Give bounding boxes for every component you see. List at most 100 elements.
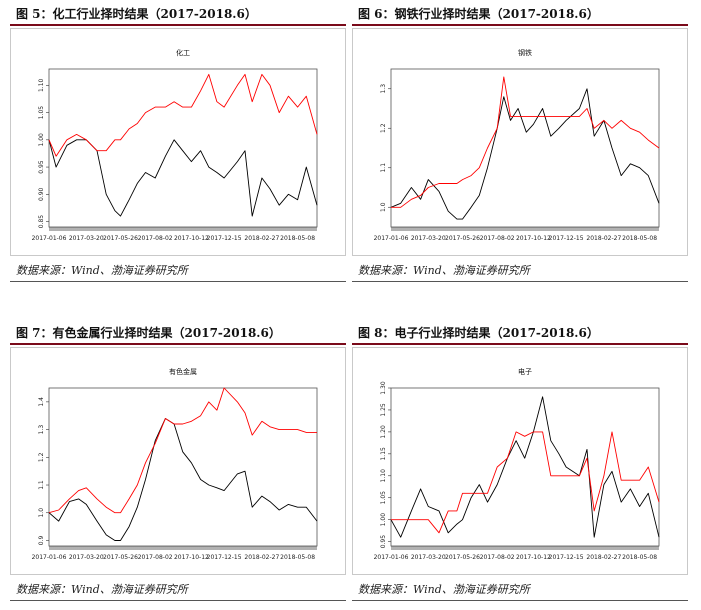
- x-tick-label: 2017-10-12: [516, 235, 551, 242]
- source-note: 数据来源：Wind、渤海证券研究所: [16, 264, 188, 277]
- bottom-rule: [352, 600, 688, 601]
- x-tick-label: 2018-02-27: [586, 235, 621, 242]
- chart-frame: 电子 0.95 1.00 1.05 1.10 1.15 1.20 1.25 1.30 2017-0…: [352, 347, 688, 575]
- figure-panel-2: 图 6：钢铁行业择时结果（2017-2018.6） 钢铁 1.0 1.1 1.2 1.3…: [352, 5, 688, 291]
- series-line-black: [390, 396, 660, 538]
- series-line-red: [48, 387, 317, 514]
- bottom-rule: [352, 281, 688, 282]
- figure-panel-1: 图 5：化工行业择时结果（2017-2018.6） 化工 0.85 0.90 0.95…: [10, 5, 346, 291]
- title-rule: [10, 24, 346, 26]
- y-tick-label: 1.05: [380, 491, 387, 505]
- x-tick-label: 2017-01-06: [374, 554, 409, 561]
- x-tick-label: 2017-01-06: [32, 554, 67, 561]
- chart-frame: 有色金属 0.9 1.0 1.1 1.2 1.3 1.4 2017-01-06 2017-03-…: [10, 347, 346, 575]
- y-tick-label: 1.10: [38, 78, 45, 92]
- chart-title: 有色金属: [169, 367, 197, 376]
- chart-title: 化工: [176, 48, 190, 57]
- y-tick-label: 1.4: [38, 397, 45, 407]
- x-tick-label: 2018-05-08: [622, 235, 657, 242]
- chart-frame: 钢铁 1.0 1.1 1.2 1.3 2017-01-06 2017-03-20 2017-0…: [352, 28, 688, 256]
- y-tick-label: 0.95: [38, 160, 45, 174]
- y-tick-label: 0.85: [38, 215, 45, 229]
- bottom-rule: [10, 600, 346, 601]
- y-tick-label: 1.15: [380, 447, 387, 461]
- y-tick-label: 1.3: [38, 425, 45, 435]
- x-tick-label: 2017-12-15: [549, 235, 584, 242]
- x-minor-ticks: [391, 546, 659, 550]
- title-rule: [352, 24, 688, 26]
- x-tick-label: 2018-02-27: [586, 554, 621, 561]
- source-note: 数据来源：Wind、渤海证券研究所: [358, 583, 530, 596]
- y-tick-label: 0.90: [38, 187, 45, 201]
- plot-box: [48, 68, 318, 228]
- x-tick-label: 2018-05-08: [280, 554, 315, 561]
- series-line-red: [391, 431, 660, 534]
- figure-title: 图 8：电子行业择时结果（2017-2018.6）: [358, 326, 599, 340]
- x-tick-label: 2017-08-02: [138, 554, 173, 561]
- series-line-black: [48, 139, 318, 217]
- y-tick-label: 1.0: [380, 202, 387, 212]
- chart-svg-electronics: 电子 0.95 1.00 1.05 1.10 1.15 1.20 1.25 1.30 2017-0…: [374, 367, 660, 561]
- x-tick-label: 2017-03-20: [411, 235, 446, 242]
- plot-box: [390, 68, 660, 228]
- figure-title: 图 7：有色金属行业择时结果（2017-2018.6）: [16, 326, 281, 340]
- x-tick-label: 2017-05-26: [103, 235, 138, 242]
- x-minor-ticks: [49, 546, 317, 550]
- x-tick-label: 2018-02-27: [244, 554, 279, 561]
- chart-svg-nonferrous: 有色金属 0.9 1.0 1.1 1.2 1.3 1.4 2017-01-06 2017-03-…: [32, 367, 318, 561]
- x-tick-label: 2017-08-02: [480, 554, 515, 561]
- y-tick-label: 1.0: [38, 508, 45, 518]
- source-note: 数据来源：Wind、渤海证券研究所: [358, 264, 530, 277]
- x-tick-label: 2017-12-15: [207, 554, 242, 561]
- y-tick-label: 1.1: [380, 163, 387, 173]
- x-tick-label: 2017-10-12: [174, 554, 209, 561]
- figure-panel-4: 图 8：电子行业择时结果（2017-2018.6） 电子 0.95 1.00 1.05…: [352, 324, 688, 610]
- y-tick-label: 1.20: [380, 425, 387, 439]
- y-tick-label: 1.25: [380, 403, 387, 417]
- x-minor-ticks: [391, 227, 659, 231]
- x-tick-label: 2017-05-26: [103, 554, 138, 561]
- figure-title: 图 6：钢铁行业择时结果（2017-2018.6）: [358, 7, 599, 21]
- chart-title: 电子: [518, 367, 532, 376]
- y-tick-label: 1.1: [38, 480, 45, 490]
- y-tick-label: 1.00: [380, 513, 387, 527]
- y-tick-label: 1.10: [380, 469, 387, 483]
- x-tick-label: 2017-01-06: [374, 235, 409, 242]
- x-tick-label: 2017-10-12: [174, 235, 209, 242]
- title-rule: [10, 343, 346, 345]
- figure-panel-3: 图 7：有色金属行业择时结果（2017-2018.6） 有色金属 0.9 1.0 1.…: [10, 324, 346, 610]
- x-tick-label: 2018-05-08: [622, 554, 657, 561]
- x-minor-ticks: [49, 227, 317, 231]
- series-line-red: [391, 76, 660, 208]
- x-tick-label: 2018-05-08: [280, 235, 315, 242]
- x-tick-label: 2017-05-26: [445, 554, 480, 561]
- source-note: 数据来源：Wind、渤海证券研究所: [16, 583, 188, 596]
- series-line-red: [48, 73, 318, 157]
- bottom-rule: [10, 281, 346, 282]
- figure-title: 图 5：化工行业择时结果（2017-2018.6）: [16, 7, 257, 21]
- plot-box: [48, 387, 318, 547]
- x-tick-label: 2017-05-26: [445, 235, 480, 242]
- series-line-black: [48, 418, 318, 541]
- chart-frame: 化工 0.85 0.90 0.95 1.00 1.05 1.10 2017-01-06 2017…: [10, 28, 346, 256]
- y-tick-label: 0.95: [380, 535, 387, 549]
- plot-box: [390, 387, 660, 547]
- x-tick-label: 2017-03-20: [69, 235, 104, 242]
- y-tick-label: 1.2: [380, 123, 387, 133]
- x-tick-label: 2017-03-20: [69, 554, 104, 561]
- y-tick-label: 1.05: [38, 106, 45, 120]
- x-tick-label: 2017-10-12: [516, 554, 551, 561]
- x-tick-label: 2017-08-02: [480, 235, 515, 242]
- title-rule: [352, 343, 688, 345]
- x-tick-label: 2017-03-20: [411, 554, 446, 561]
- chart-title: 钢铁: [518, 48, 532, 57]
- y-tick-label: 1.30: [380, 381, 387, 395]
- y-tick-label: 1.3: [380, 84, 387, 94]
- x-tick-label: 2017-12-15: [549, 554, 584, 561]
- y-tick-label: 0.9: [38, 536, 45, 546]
- x-tick-label: 2017-12-15: [207, 235, 242, 242]
- x-tick-label: 2018-02-27: [244, 235, 279, 242]
- y-tick-label: 1.2: [38, 452, 45, 462]
